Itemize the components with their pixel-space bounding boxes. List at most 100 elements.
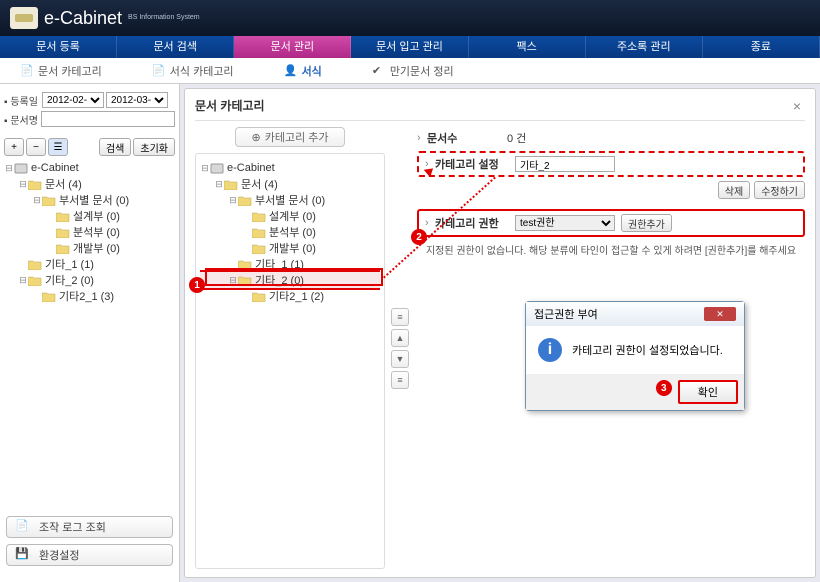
- tree-node[interactable]: 기타_1 (1): [4, 256, 175, 272]
- tree-expander-icon[interactable]: ⊟: [4, 163, 14, 174]
- tree-label: 기타2_1 (2): [269, 288, 324, 304]
- main-menu-item[interactable]: 문서 입고 관리: [351, 36, 468, 58]
- delete-button[interactable]: 삭제: [718, 181, 750, 199]
- info-icon: i: [538, 338, 562, 362]
- add-category-button[interactable]: ⊕ 카테고리 추가: [235, 127, 345, 147]
- app-header: e-Cabinet BS Information System: [0, 0, 820, 36]
- main-menu-item[interactable]: 주소록 관리: [586, 36, 703, 58]
- tree-expander-icon[interactable]: ⊟: [32, 195, 42, 206]
- tree-node[interactable]: ⊟e-Cabinet: [4, 160, 175, 176]
- person-icon: 👤: [284, 64, 298, 78]
- sidebar-filter: ▪ 등록일 2012-02-09 2012-03-09 ▪ 문서명: [4, 88, 175, 134]
- date-to-select[interactable]: 2012-03-09: [106, 92, 168, 108]
- tree-node[interactable]: 설계부 (0): [200, 208, 380, 224]
- category-setting-box: › 카테고리 설정: [417, 151, 805, 177]
- reset-button[interactable]: 초기화: [133, 138, 175, 156]
- msgbox-body: i 카테고리 권한이 설정되었습니다.: [526, 326, 744, 374]
- category-permission-box: › 카테고리 권한 test권한 권한추가: [417, 209, 805, 237]
- drive-icon: [14, 162, 28, 174]
- annotation-highlight-1: [205, 268, 383, 286]
- tree-node[interactable]: 개발부 (0): [200, 240, 380, 256]
- tree-label: 설계부 (0): [269, 208, 316, 224]
- reorder-button[interactable]: ≡: [391, 371, 409, 389]
- tree-node[interactable]: 기타2_1 (3): [4, 288, 175, 304]
- folder-icon: [28, 178, 42, 190]
- folder-icon: [28, 258, 42, 270]
- tree-node[interactable]: ⊟기타_2 (0): [4, 272, 175, 288]
- body: ▪ 등록일 2012-02-09 2012-03-09 ▪ 문서명 + − ☰ …: [0, 84, 820, 582]
- add-category-label: 카테고리 추가: [265, 129, 329, 145]
- reorder-button[interactable]: ▼: [391, 350, 409, 368]
- msgbox-title-text: 접근권한 부여: [534, 306, 598, 322]
- modal-close-button[interactable]: ×: [789, 98, 805, 114]
- folder-icon: [224, 178, 238, 190]
- folder-icon: [42, 290, 56, 302]
- doc-name-label: ▪ 문서명: [4, 112, 41, 127]
- main-menu-item[interactable]: 팩스: [469, 36, 586, 58]
- cat-setting-input[interactable]: [515, 156, 615, 172]
- edit-button[interactable]: 수정하기: [754, 181, 805, 199]
- doc-count-value: 0 건: [507, 130, 526, 146]
- reorder-button[interactable]: ≡: [391, 308, 409, 326]
- sidebar-tree: ⊟e-Cabinet⊟문서 (4)⊟부서별 문서 (0)설계부 (0)분석부 (…: [4, 160, 175, 510]
- settings-label: 환경설정: [39, 547, 79, 563]
- main-menu-item[interactable]: 문서 등록: [0, 36, 117, 58]
- add-perm-button[interactable]: 권한추가: [621, 214, 672, 232]
- sub-menu-label: 서식: [302, 63, 322, 79]
- folder-icon: [56, 242, 70, 254]
- tree-node[interactable]: ⊟ 문서 (4): [200, 176, 380, 192]
- check-icon: ✔: [372, 64, 386, 78]
- msgbox-titlebar: 접근권한 부여 ✕: [526, 302, 744, 326]
- tree-node[interactable]: 개발부 (0): [4, 240, 175, 256]
- app-root: e-Cabinet BS Information System 문서 등록문서 …: [0, 0, 820, 582]
- add-button[interactable]: +: [4, 138, 24, 156]
- main-menu-item[interactable]: 문서 검색: [117, 36, 234, 58]
- reorder-button[interactable]: ▲: [391, 329, 409, 347]
- tree-node[interactable]: ⊟ 문서 (4): [4, 176, 175, 192]
- sub-menu-item[interactable]: 📄서식 카테고리: [152, 63, 234, 79]
- remove-button[interactable]: −: [26, 138, 46, 156]
- tree-node[interactable]: 기타2_1 (2): [200, 288, 380, 304]
- tree-label: 개발부 (0): [269, 240, 316, 256]
- main-menu-item[interactable]: 종료: [703, 36, 820, 58]
- cat-setting-label: 카테고리 설정: [435, 156, 515, 172]
- folder-icon: [56, 226, 70, 238]
- annotation-circle-2: 2: [411, 229, 427, 245]
- sub-menu-item[interactable]: 📄문서 카테고리: [20, 63, 102, 79]
- settings-button[interactable]: 💾 환경설정: [6, 544, 173, 566]
- date-from-select[interactable]: 2012-02-09: [42, 92, 104, 108]
- msgbox-close-button[interactable]: ✕: [704, 307, 736, 321]
- tree-node[interactable]: ⊟부서별 문서 (0): [4, 192, 175, 208]
- tree-node[interactable]: 분석부 (0): [4, 224, 175, 240]
- folder-icon: [42, 194, 56, 206]
- tree-expander-icon[interactable]: ⊟: [18, 275, 28, 286]
- modal-body: ⊕ 카테고리 추가 ⊟e-Cabinet⊟문서 (4)⊟부서별 문서 (0)설계…: [195, 121, 805, 569]
- main-menu-item[interactable]: 문서 관리: [234, 36, 351, 58]
- log-button[interactable]: 📄 조작 로그 조회: [6, 516, 173, 538]
- tree-expander-icon[interactable]: ⊟: [228, 195, 238, 206]
- search-button[interactable]: 검색: [99, 138, 131, 156]
- folder-icon: [252, 226, 266, 238]
- list-toggle-button[interactable]: ☰: [48, 138, 68, 156]
- category-modal: 문서 카테고리 × ⊕ 카테고리 추가 ⊟e-Cabinet⊟문서 (4)⊟부서…: [184, 88, 816, 578]
- folder-icon: [28, 274, 42, 286]
- tree-node[interactable]: ⊟부서별 문서 (0): [200, 192, 380, 208]
- doc-name-input[interactable]: [41, 111, 175, 127]
- perm-select[interactable]: test권한: [515, 215, 615, 231]
- tree-expander-icon[interactable]: ⊟: [18, 179, 28, 190]
- tree-node[interactable]: 설계부 (0): [4, 208, 175, 224]
- tree-node[interactable]: 분석부 (0): [200, 224, 380, 240]
- doc-icon: 📄: [20, 64, 34, 78]
- sub-menu: 📄문서 카테고리 📄서식 카테고리 👤 서식 ✔만기문서 정리: [0, 58, 820, 84]
- sub-menu-item[interactable]: 👤 서식: [284, 63, 322, 79]
- tree-expander-icon[interactable]: ⊟: [214, 179, 224, 190]
- brand-sub: BS Information System: [128, 14, 200, 21]
- tree-expander-icon[interactable]: ⊟: [200, 163, 210, 174]
- tree-label: 문서 (4): [45, 176, 82, 192]
- msgbox-ok-button[interactable]: 확인: [678, 380, 738, 404]
- tree-label: 문서 (4): [241, 176, 278, 192]
- sub-menu-item[interactable]: ✔만기문서 정리: [372, 63, 454, 79]
- folder-icon: [252, 210, 266, 222]
- tree-node[interactable]: ⊟e-Cabinet: [200, 160, 380, 176]
- annotation-circle-3: 3: [656, 380, 672, 396]
